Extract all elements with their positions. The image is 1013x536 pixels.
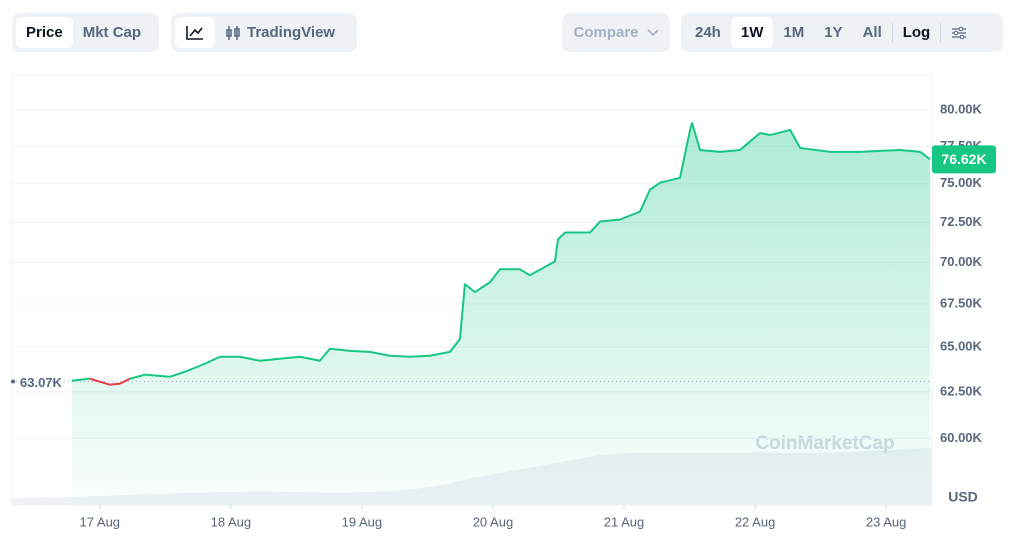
current-price-badge bbox=[932, 145, 996, 174]
tradingview[interactable]: TradingView bbox=[215, 17, 345, 48]
y-tick-label: 72.50K bbox=[940, 214, 983, 229]
y-tick-label: 77.50K bbox=[940, 138, 983, 153]
price-line bbox=[71, 377, 90, 382]
x-tick-label: 19 Aug bbox=[342, 514, 383, 529]
y-tick-label: 67.50K bbox=[940, 295, 983, 310]
y-tick-label: 60.00K bbox=[940, 430, 983, 445]
y-tick-label: 62.50K bbox=[940, 383, 983, 398]
candle-icon bbox=[226, 25, 240, 40]
price-line bbox=[89, 377, 131, 386]
tab[interactable]: Price bbox=[16, 17, 73, 48]
line-view[interactable] bbox=[175, 17, 215, 48]
reference-dot bbox=[11, 379, 15, 384]
range[interactable]: 24h bbox=[695, 24, 721, 41]
range[interactable]: All bbox=[862, 24, 882, 41]
y-tick-label: 65.00K bbox=[940, 339, 983, 354]
price-area bbox=[71, 122, 931, 505]
y-tick-label: 75.00K bbox=[940, 175, 983, 190]
watermark: CoinMarketCap bbox=[755, 433, 894, 454]
compare-label: Compare bbox=[573, 24, 639, 41]
settings-icon bbox=[952, 26, 967, 39]
divider bbox=[940, 22, 942, 43]
currency: USD bbox=[948, 489, 978, 505]
x-tick-label: 18 Aug bbox=[211, 514, 252, 529]
view-tabs: TradingView bbox=[171, 13, 357, 52]
range[interactable]: 1M bbox=[783, 24, 805, 41]
chevron bbox=[646, 28, 659, 36]
reference-label: 63.07K bbox=[20, 375, 63, 390]
divider bbox=[891, 22, 893, 43]
y-tick-label: 80.00K bbox=[940, 102, 983, 117]
x-tick-label: 20 Aug bbox=[473, 514, 514, 529]
x-tick-label: 23 Aug bbox=[866, 514, 907, 529]
range[interactable]: 1Y bbox=[824, 24, 843, 41]
metric-tabs: Price Mkt Cap bbox=[12, 13, 159, 52]
y-tick-label: 70.00K bbox=[940, 254, 983, 269]
price-line bbox=[129, 121, 931, 380]
compare[interactable]: Compare bbox=[562, 13, 670, 52]
line-icon bbox=[186, 25, 203, 40]
x-tick-label: 21 Aug bbox=[604, 514, 645, 529]
volume-area bbox=[12, 448, 932, 505]
log-toggle[interactable]: Log bbox=[902, 24, 931, 41]
settings[interactable] bbox=[941, 17, 977, 48]
x-tick-label: 17 Aug bbox=[80, 514, 121, 529]
label: TradingView bbox=[247, 24, 336, 41]
range[interactable]: 1W bbox=[730, 17, 774, 48]
tab[interactable]: Mkt Cap bbox=[82, 24, 142, 41]
plot-frame bbox=[11, 74, 933, 506]
x-tick-label: 22 Aug bbox=[735, 514, 776, 529]
range-tabs: 24h 1W 1M 1Y All Log bbox=[681, 13, 1003, 52]
current-price-label: 76.62K bbox=[941, 151, 986, 167]
